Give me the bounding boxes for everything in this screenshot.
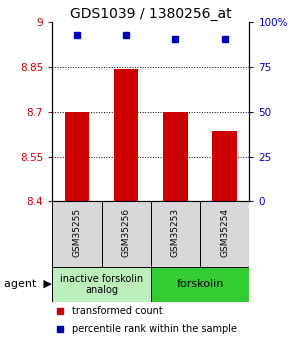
Bar — [102, 201, 151, 266]
Bar — [52, 266, 151, 302]
Text: agent  ▶: agent ▶ — [4, 279, 52, 289]
Bar — [114, 69, 139, 201]
Bar — [151, 201, 200, 266]
Text: percentile rank within the sample: percentile rank within the sample — [72, 324, 237, 334]
Text: inactive forskolin
analog: inactive forskolin analog — [60, 274, 143, 295]
Text: forskolin: forskolin — [176, 279, 224, 289]
Text: GSM35254: GSM35254 — [220, 208, 229, 257]
Title: GDS1039 / 1380256_at: GDS1039 / 1380256_at — [70, 7, 232, 21]
Bar — [200, 201, 249, 266]
Bar — [52, 201, 102, 266]
Bar — [64, 112, 89, 201]
Text: GSM35256: GSM35256 — [122, 208, 131, 257]
Bar — [212, 131, 237, 201]
Text: GSM35255: GSM35255 — [72, 208, 81, 257]
Bar — [163, 112, 188, 201]
Text: GSM35253: GSM35253 — [171, 208, 180, 257]
Bar — [151, 266, 249, 302]
Text: transformed count: transformed count — [72, 306, 163, 316]
